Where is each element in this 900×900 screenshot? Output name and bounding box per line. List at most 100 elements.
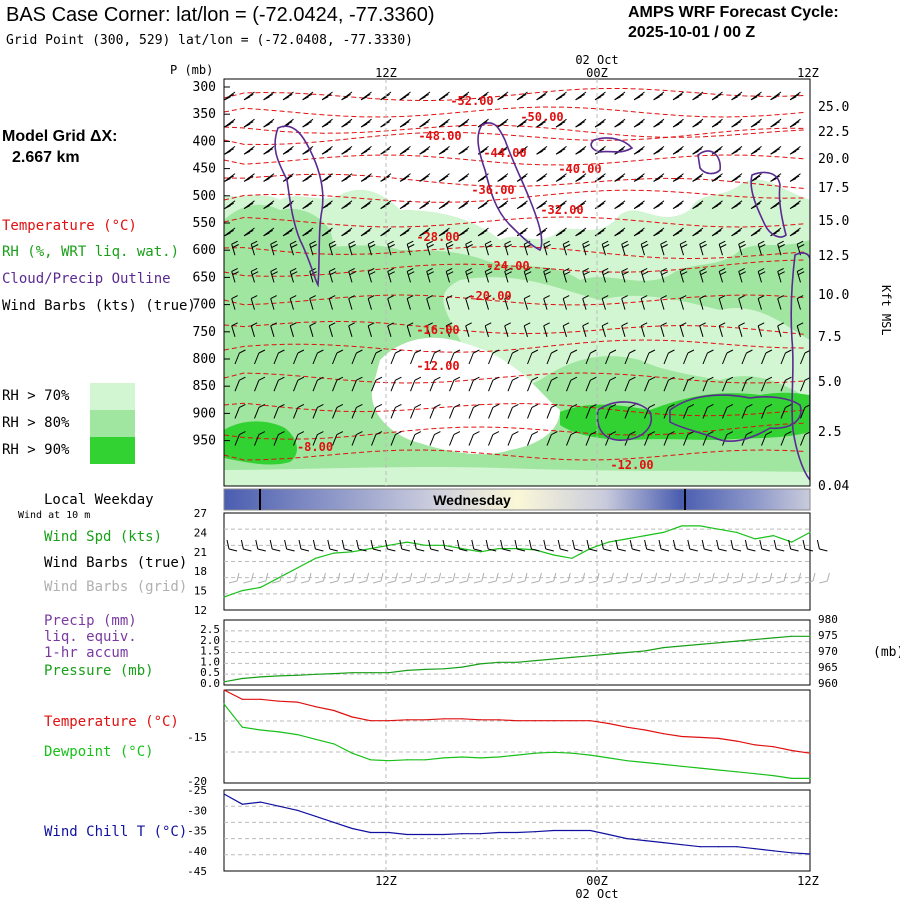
wind-barb-feather (484, 295, 492, 300)
wind-chill-line-point (314, 815, 317, 817)
surface-barb-grid-feather (726, 572, 730, 582)
wind-barb-feather (700, 271, 707, 276)
wind-chill-line-point (571, 829, 573, 832)
wind-barb-feather (348, 240, 355, 245)
wind-barb-feather (789, 177, 797, 182)
wind-barb-feather (427, 244, 434, 248)
wind-barb-feather (383, 148, 390, 153)
wind-barb (289, 325, 294, 337)
wind-barb-feather (302, 177, 309, 182)
wind-barb-feather (792, 121, 800, 126)
rh70-swatch (90, 383, 135, 410)
wind-barb-feather (466, 271, 473, 276)
temperature-line-point (589, 720, 591, 722)
surface-barb-true (560, 548, 569, 552)
wind-chill-label: Wind Chill T (°C) (44, 824, 188, 840)
wind-barb-feather (224, 205, 231, 210)
wind-barb-feather (714, 175, 722, 180)
wind-barb-feather (777, 240, 784, 245)
wind-barb-feather (399, 177, 407, 182)
height-tick: 25.0 (818, 100, 849, 115)
wind-barb (406, 325, 411, 337)
wind-barb-feather (777, 295, 784, 300)
wind-barb (718, 298, 723, 310)
wind-barb (780, 434, 786, 446)
wind-barb-feather (328, 240, 336, 245)
wind-barb (410, 407, 416, 419)
surface-barb-true-feather (370, 539, 374, 550)
wind-barb-feather (758, 271, 766, 276)
wind-barb-feather (477, 177, 485, 182)
wind-barb-feather (536, 123, 543, 128)
pressure-tick: 350 (193, 107, 216, 122)
pressure-tick: 800 (193, 352, 216, 367)
wind-barb (741, 352, 747, 365)
wind-barb-feather (692, 96, 699, 101)
wind-barb-feather (500, 94, 507, 98)
wind-chill-line-point (662, 842, 665, 844)
wind-barb (445, 271, 450, 283)
axis-tick-label: 21 (194, 546, 207, 559)
wind-chill-line-point (681, 844, 683, 846)
wind-barb-feather (726, 403, 734, 408)
wind-barb-feather (473, 376, 480, 381)
surface-barb-grid (372, 580, 382, 584)
wind-barb-feather (305, 202, 312, 207)
wind-barb-feather (461, 94, 468, 98)
surface-barb-grid (286, 580, 295, 584)
bottom-time-label-1: 12Z (375, 874, 397, 888)
wind-barb-feather (380, 96, 387, 101)
wind-barb-feather (290, 244, 298, 248)
wind-barb-feather (636, 148, 644, 153)
wind-barb-feather (707, 376, 714, 381)
surface-barb-grid (430, 580, 439, 584)
wind-chill-line-point (589, 829, 591, 832)
wind-barb-feather (329, 244, 337, 248)
wind-barb-feather (636, 175, 644, 180)
temperature-line-point (607, 722, 610, 725)
wind-barb-feather (629, 376, 636, 381)
wind-barb-feather (387, 240, 394, 245)
wind-barb (484, 298, 489, 310)
surface-barb-grid (473, 580, 482, 584)
surface-barb-grid (747, 580, 756, 584)
height-tick: 0.04 (818, 479, 849, 494)
wind-barb-feather (512, 376, 519, 381)
wind-barb-feather (278, 431, 285, 436)
wind-barb-feather (461, 121, 468, 126)
wind-barb-feather (227, 202, 234, 207)
surface-barb-grid-feather (610, 572, 614, 582)
wind-barb (371, 407, 377, 419)
wind-barb-feather (231, 240, 238, 245)
wind-barb-feather (480, 94, 488, 98)
wind-barb-feather (344, 230, 351, 234)
wind-barb-feather (551, 376, 558, 381)
wind-barb-feather (570, 431, 578, 436)
surface-barb-grid (603, 580, 612, 584)
temperature-contour-label: -16.00 (416, 323, 459, 337)
dewpoint-line-point (717, 769, 720, 771)
wind-barb-feather (785, 403, 792, 408)
wind-barb (761, 434, 767, 446)
wind-barb-feather (497, 123, 504, 128)
wind-barb-feather (232, 244, 239, 248)
surface-barb-grid-feather (495, 572, 499, 582)
temperature-contour-label: -28.00 (416, 230, 459, 244)
wind-barb (410, 434, 416, 446)
pressure-tick: 900 (193, 406, 216, 421)
wind-barb-feather (519, 94, 527, 98)
wind-barb-feather (363, 121, 371, 126)
surface-barb-grid (660, 580, 670, 584)
wind-barb (273, 407, 279, 419)
axis-tick-label: 0.5 (200, 666, 220, 679)
temperature-line-point (772, 746, 774, 748)
wind-barb-feather (227, 94, 234, 98)
wind-barb-feather (461, 175, 468, 180)
wind-barb-feather (519, 202, 527, 207)
wind-barb (582, 271, 587, 283)
wind-barb-feather (492, 349, 500, 354)
surface-barb-grid (243, 580, 252, 584)
dewpoint-line-point (809, 777, 811, 779)
wind-barb-feather (375, 376, 383, 381)
wind-barb (332, 352, 338, 365)
